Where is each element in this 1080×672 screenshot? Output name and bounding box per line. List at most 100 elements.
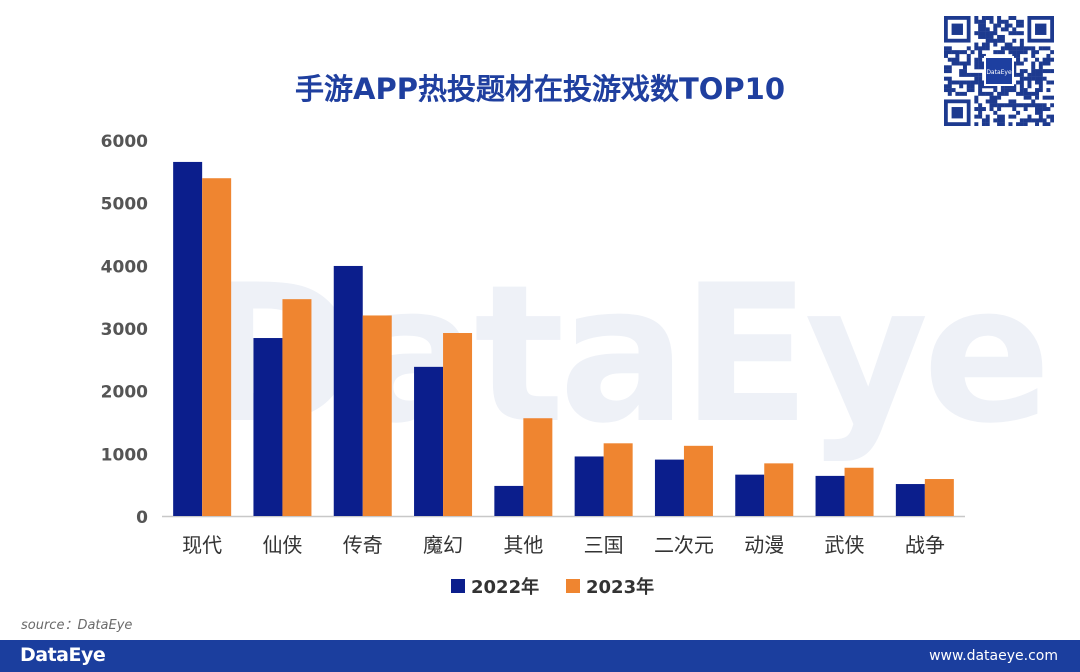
qr-module bbox=[1046, 69, 1051, 74]
qr-module bbox=[1023, 107, 1028, 112]
qr-module bbox=[1012, 107, 1017, 112]
qr-module bbox=[1000, 19, 1005, 24]
qr-module bbox=[1012, 53, 1017, 58]
qr-module bbox=[1023, 103, 1028, 108]
qr-module bbox=[1038, 72, 1043, 77]
qr-module bbox=[1019, 80, 1024, 85]
qr-module bbox=[974, 16, 979, 20]
qr-module bbox=[1027, 91, 1032, 96]
qr-module bbox=[993, 50, 998, 55]
x-category-label: 传奇 bbox=[343, 533, 383, 557]
qr-module bbox=[1008, 114, 1013, 119]
qr-module bbox=[1016, 61, 1021, 66]
qr-module bbox=[1031, 91, 1036, 96]
y-tick-label: 0 bbox=[136, 508, 148, 528]
qr-module bbox=[1000, 122, 1005, 127]
qr-module bbox=[947, 80, 952, 85]
qr-module bbox=[1000, 103, 1005, 108]
qr-module bbox=[947, 76, 952, 81]
bar-2023 bbox=[282, 299, 312, 516]
qr-module bbox=[1023, 50, 1028, 55]
qr-module bbox=[1035, 72, 1040, 77]
qr-module bbox=[1050, 114, 1055, 119]
qr-module bbox=[1000, 91, 1005, 96]
qr-module bbox=[1016, 72, 1021, 77]
qr-module bbox=[1019, 61, 1024, 66]
x-category-label: 其他 bbox=[503, 533, 543, 557]
qr-module bbox=[1031, 99, 1036, 104]
qr-module bbox=[985, 46, 990, 51]
qr-module bbox=[1000, 38, 1005, 43]
qr-module bbox=[944, 88, 948, 93]
footer-url[interactable]: www.dataeye.com bbox=[929, 648, 1058, 664]
qr-module bbox=[1012, 27, 1017, 32]
qr-module bbox=[1008, 31, 1013, 36]
qr-module bbox=[1038, 107, 1043, 112]
qr-module bbox=[974, 65, 979, 70]
y-tick-label: 4000 bbox=[101, 257, 148, 277]
qr-module bbox=[981, 53, 986, 58]
x-category-label: 三国 bbox=[584, 533, 624, 557]
qr-module bbox=[1035, 107, 1040, 112]
qr-module bbox=[1012, 88, 1017, 93]
qr-module bbox=[1000, 27, 1005, 32]
qr-logo: DataEye bbox=[984, 56, 1014, 86]
qr-module bbox=[1046, 107, 1051, 112]
y-tick-label: 6000 bbox=[101, 132, 148, 152]
qr-module bbox=[955, 61, 960, 66]
qr-module bbox=[1008, 23, 1013, 28]
qr-module bbox=[974, 31, 979, 36]
qr-module bbox=[1046, 80, 1051, 85]
qr-module bbox=[1046, 46, 1051, 51]
bar-chart: 0 1000 2000 3000 4000 5000 6000 现代 仙侠 传奇 魔幻 其他 三国 二次元… bbox=[101, 132, 965, 598]
y-tick-label: 1000 bbox=[101, 445, 148, 465]
qr-module bbox=[1012, 103, 1017, 108]
qr-module bbox=[981, 107, 986, 112]
qr-module bbox=[978, 110, 983, 115]
legend-swatch bbox=[566, 579, 580, 593]
qr-module bbox=[1031, 50, 1036, 55]
qr-module bbox=[978, 53, 983, 58]
qr-module bbox=[978, 34, 983, 39]
qr-module bbox=[1019, 76, 1024, 81]
qr-module bbox=[1000, 118, 1005, 123]
qr-module bbox=[993, 42, 998, 47]
qr-module bbox=[1035, 88, 1040, 93]
qr-module bbox=[1004, 91, 1009, 96]
bar-2023 bbox=[603, 443, 633, 516]
qr-finder-inner bbox=[951, 107, 963, 119]
qr-module bbox=[974, 46, 979, 51]
qr-module bbox=[962, 80, 967, 85]
qr-module bbox=[1031, 46, 1036, 51]
qr-module bbox=[1035, 118, 1040, 123]
chart-title: 手游APP热投题材在投游戏数TOP10 bbox=[295, 72, 785, 106]
qr-module bbox=[944, 65, 948, 70]
qr-module bbox=[978, 31, 983, 36]
qr-module bbox=[1023, 69, 1028, 74]
qr-module bbox=[1012, 84, 1017, 89]
qr-module bbox=[974, 122, 979, 127]
qr-module bbox=[974, 72, 979, 77]
qr-module bbox=[966, 72, 971, 77]
y-tick-label: 2000 bbox=[101, 383, 148, 403]
qr-module bbox=[985, 122, 990, 127]
qr-module bbox=[1008, 84, 1013, 89]
qr-module bbox=[974, 42, 979, 47]
qr-module bbox=[974, 57, 979, 62]
qr-module bbox=[1038, 110, 1043, 115]
x-category-label: 仙侠 bbox=[262, 533, 302, 557]
qr-module bbox=[978, 76, 983, 81]
qr-module bbox=[1019, 88, 1024, 93]
qr-module bbox=[1019, 91, 1024, 96]
qr-module bbox=[1008, 50, 1013, 55]
qr-module bbox=[993, 23, 998, 28]
qr-module bbox=[962, 50, 967, 55]
footer-brand: DataEye bbox=[20, 644, 106, 666]
qr-module bbox=[947, 46, 952, 51]
qr-module bbox=[985, 34, 990, 39]
qr-module bbox=[989, 99, 994, 104]
qr-module bbox=[1031, 118, 1036, 123]
qr-module bbox=[1000, 84, 1005, 89]
qr-module bbox=[985, 114, 990, 119]
bar-2022 bbox=[414, 366, 444, 516]
